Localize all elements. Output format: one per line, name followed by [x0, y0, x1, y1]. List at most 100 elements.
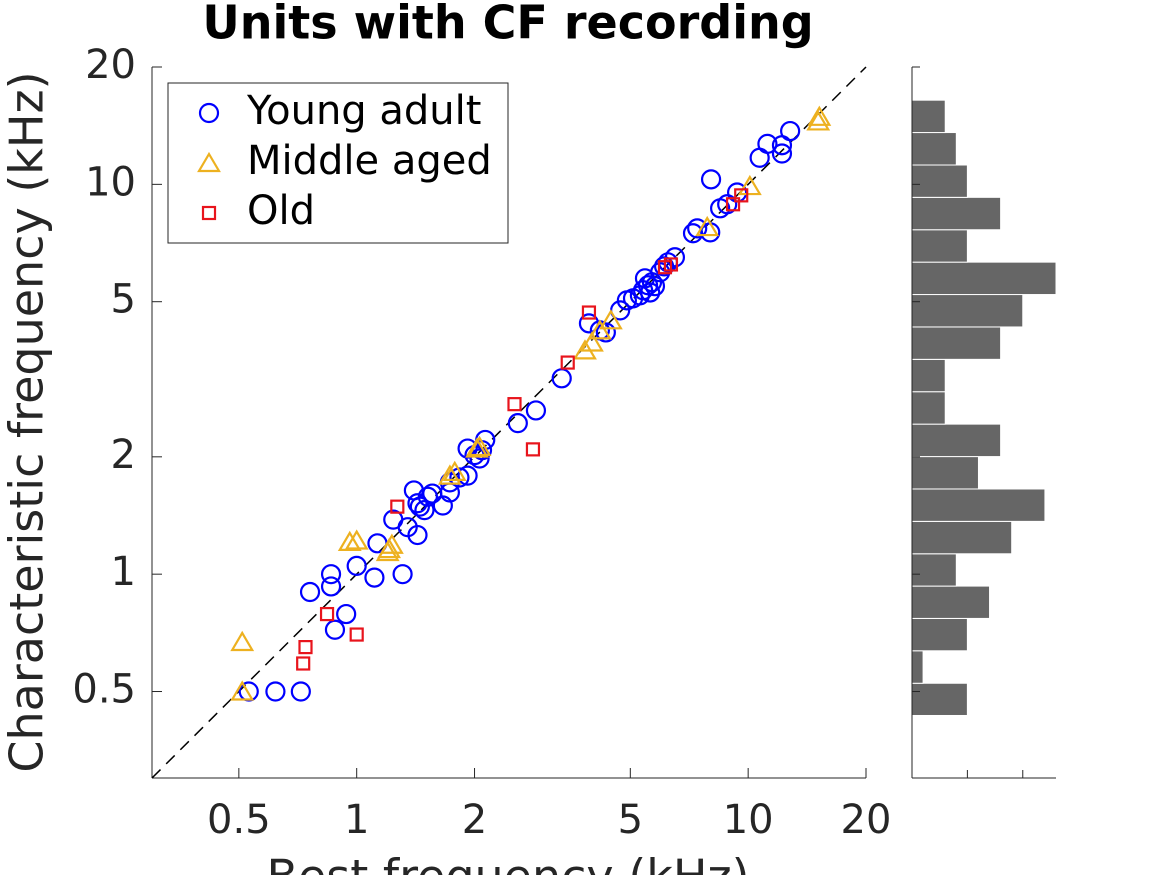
bar — [911, 99, 946, 134]
y-tick-label: 0.5 — [72, 667, 136, 713]
point — [230, 680, 255, 701]
y-tick-label: 5 — [111, 277, 136, 323]
point — [587, 319, 612, 340]
point — [346, 555, 367, 577]
point — [409, 496, 430, 517]
point — [737, 174, 762, 196]
bar — [911, 585, 991, 619]
point — [320, 564, 342, 585]
x-axis-label: Best frequency (kHz) — [266, 850, 749, 875]
x-tick-label: 1 — [344, 797, 369, 843]
point — [469, 448, 490, 469]
point — [407, 524, 428, 546]
bar — [911, 164, 968, 198]
point — [807, 105, 832, 126]
point — [560, 355, 575, 370]
bar — [911, 423, 1002, 458]
y-tick-label: 20 — [85, 42, 136, 88]
bar — [911, 294, 1024, 328]
legend-box — [167, 82, 509, 244]
legend-marker — [201, 205, 217, 221]
point — [695, 215, 720, 237]
x-tick-label: 0.5 — [207, 797, 271, 843]
point — [749, 147, 770, 168]
point — [806, 110, 831, 131]
point — [780, 120, 801, 142]
bar — [911, 196, 1002, 231]
point — [449, 467, 470, 488]
legend-marker — [197, 151, 221, 173]
bar — [911, 358, 946, 393]
bar — [911, 520, 1013, 555]
bar — [911, 488, 1046, 522]
point — [320, 576, 342, 597]
point — [507, 397, 522, 412]
point — [525, 400, 547, 421]
bar — [911, 261, 1057, 296]
point — [664, 247, 686, 268]
legend-label: Old — [247, 188, 315, 234]
point — [595, 322, 616, 343]
point — [442, 460, 467, 481]
point — [298, 640, 313, 655]
point — [324, 619, 346, 640]
bar — [911, 326, 1002, 360]
point — [319, 606, 335, 622]
y-tick-label: 10 — [85, 159, 136, 205]
bar — [911, 229, 968, 263]
point — [507, 413, 528, 434]
point — [337, 530, 362, 551]
point — [644, 276, 666, 297]
point — [700, 169, 722, 190]
bar — [911, 650, 924, 684]
point — [437, 464, 462, 485]
bar — [911, 553, 957, 587]
legend-marker — [198, 102, 220, 124]
point — [375, 540, 400, 562]
point — [344, 529, 369, 550]
x-tick-label: 20 — [841, 797, 892, 843]
y-axis-label: Characteristic frequency (kHz) — [0, 71, 54, 772]
point — [414, 500, 435, 521]
point — [725, 197, 741, 212]
point — [364, 567, 385, 588]
point — [640, 282, 661, 303]
point — [525, 442, 541, 457]
chart-title: Units with CF recording — [202, 0, 813, 50]
point — [407, 493, 428, 514]
point — [663, 257, 679, 272]
point — [580, 331, 604, 352]
y-tick-label: 1 — [111, 549, 136, 595]
point — [581, 305, 597, 320]
bar — [911, 456, 979, 490]
bar — [911, 132, 957, 166]
x-tick-label: 5 — [618, 797, 643, 843]
point — [717, 194, 738, 215]
point — [230, 630, 255, 652]
point — [551, 368, 572, 389]
bar — [911, 391, 946, 425]
x-tick-label: 2 — [462, 797, 487, 843]
point — [349, 627, 364, 642]
point — [265, 681, 286, 702]
point — [734, 188, 749, 203]
point — [299, 581, 321, 603]
y-tick-label: 2 — [111, 432, 136, 478]
bar — [911, 682, 968, 716]
point — [757, 133, 778, 154]
point — [687, 218, 708, 239]
point — [290, 681, 311, 702]
legend-label: Young adult — [246, 88, 481, 134]
legend-label: Middle aged — [247, 138, 492, 184]
point — [392, 564, 413, 585]
x-tick-label: 10 — [723, 797, 774, 843]
point — [296, 656, 311, 671]
point — [598, 309, 623, 330]
point — [467, 435, 492, 457]
bar — [911, 617, 968, 652]
point — [457, 465, 478, 486]
point — [390, 499, 405, 514]
point — [771, 143, 793, 164]
point — [465, 437, 489, 458]
